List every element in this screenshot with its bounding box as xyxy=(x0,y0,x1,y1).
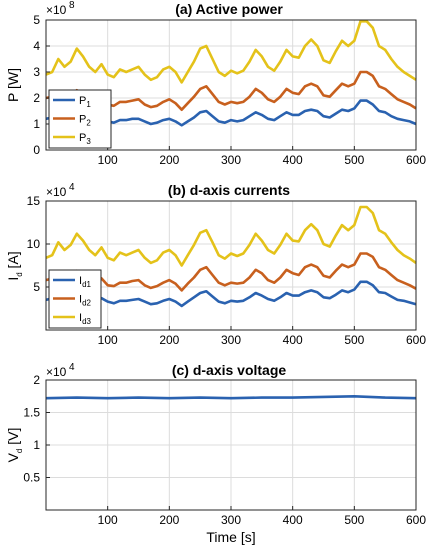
y-tick-label: 10 xyxy=(27,237,41,251)
panel-b-title: (b) d-axis currents xyxy=(168,182,290,198)
x-tick-label: 500 xyxy=(344,513,364,527)
y-tick-label: 4 xyxy=(33,39,40,53)
panel-c: (c) d-axis voltage 100 200 300 400 500 600 0.5… xyxy=(5,362,426,545)
x-tick-label: 200 xyxy=(159,333,179,347)
panel-c-xlabel: Time [s] xyxy=(206,529,255,545)
y-tick-label: 0 xyxy=(33,143,40,157)
y-tick-label: 15 xyxy=(27,194,41,208)
panel-b-series xyxy=(45,205,417,308)
panel-c-ylabel: Vd [V] xyxy=(5,428,24,463)
y-tick-label: 0.5 xyxy=(23,471,40,485)
panel-a-frame xyxy=(45,19,417,151)
panel-b-multiplier-base: ×10 xyxy=(46,185,67,199)
panel-a-multiplier-exp: 8 xyxy=(69,0,75,11)
series-line-3 xyxy=(45,205,417,267)
panel-b-ylabel: Id [A] xyxy=(5,251,24,280)
panel-b-multiplier-exp: 4 xyxy=(69,182,75,193)
x-tick-label: 200 xyxy=(159,513,179,527)
panel-b-multiplier: ×10 4 xyxy=(46,182,75,199)
y-tick-label: 5 xyxy=(33,13,40,27)
x-tick-label: 100 xyxy=(98,513,118,527)
panel-c-ticks: 100 200 300 400 500 600 0.5 1 1.5 2 xyxy=(23,373,426,527)
y-tick-label: 3 xyxy=(33,65,40,79)
series-line-1 xyxy=(45,280,417,308)
y-tick-label: 5 xyxy=(33,280,40,294)
x-tick-label: 100 xyxy=(98,153,118,167)
y-tick-label: 1 xyxy=(33,117,40,131)
x-tick-label: 400 xyxy=(283,333,303,347)
panel-a-multiplier: ×10 8 xyxy=(46,0,75,17)
panel-c-multiplier-base: ×10 xyxy=(46,365,67,379)
x-tick-label: 100 xyxy=(98,333,118,347)
panel-c-series xyxy=(45,394,417,400)
x-tick-label: 300 xyxy=(221,153,241,167)
x-tick-label: 200 xyxy=(159,153,179,167)
y-tick-label: 2 xyxy=(33,91,40,105)
series-line-3 xyxy=(45,19,417,84)
panel-a-ylabel: P [W] xyxy=(5,68,21,102)
x-tick-label: 300 xyxy=(221,333,241,347)
x-tick-label: 300 xyxy=(221,513,241,527)
x-tick-label: 400 xyxy=(283,153,303,167)
panel-a: (a) Active power 100 200 300 400 500 600 0 1 2 3 4… xyxy=(5,0,426,167)
panel-c-title: (c) d-axis voltage xyxy=(172,362,287,378)
panel-b-frame xyxy=(45,200,417,331)
y-tick-label: 2 xyxy=(33,373,40,387)
series-line-2 xyxy=(45,252,417,292)
panel-a-ticks: 100 200 300 400 500 600 0 1 2 3 4 5 xyxy=(33,13,426,167)
panel-b-ticks: 100 200 300 400 500 600 5 10 15 xyxy=(27,194,427,347)
panel-c-frame xyxy=(45,379,417,511)
x-tick-label: 600 xyxy=(406,513,426,527)
y-tick-label: 1 xyxy=(33,438,40,452)
panel-c-multiplier: ×10 4 xyxy=(46,362,75,379)
panel-a-multiplier-base: ×10 xyxy=(46,3,67,17)
x-tick-label: 600 xyxy=(406,333,426,347)
panel-b-ylabel-text: Id [A] xyxy=(5,251,24,280)
panel-a-title: (a) Active power xyxy=(175,1,283,17)
x-tick-label: 500 xyxy=(344,333,364,347)
panel-c-ylabel-text: Vd [V] xyxy=(5,428,24,463)
x-tick-label: 500 xyxy=(344,153,364,167)
panel-b: (b) d-axis currents 100 200 300 400 500 60051… xyxy=(5,182,426,347)
y-tick-label: 1.5 xyxy=(23,406,40,420)
x-tick-label: 600 xyxy=(406,153,426,167)
series-line-1 xyxy=(45,394,417,400)
panel-c-multiplier-exp: 4 xyxy=(69,362,75,373)
x-tick-label: 400 xyxy=(283,513,303,527)
